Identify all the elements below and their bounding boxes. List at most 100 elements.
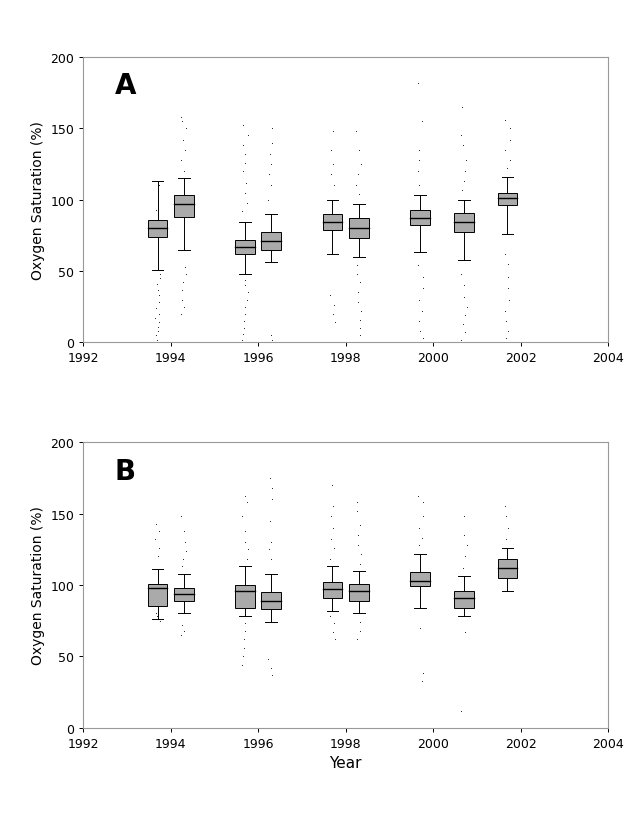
- Point: [504, 294, 515, 307]
- Point: [178, 276, 188, 289]
- Point: [504, 134, 515, 147]
- Bar: [349, 584, 369, 601]
- Point: [501, 332, 511, 346]
- Point: [459, 510, 469, 523]
- Bar: [323, 582, 342, 598]
- Point: [150, 312, 160, 325]
- Point: [356, 547, 366, 561]
- Point: [240, 617, 250, 630]
- Point: [176, 308, 186, 321]
- Point: [500, 305, 510, 318]
- Point: [266, 158, 276, 171]
- Point: [243, 130, 253, 143]
- Point: [355, 276, 365, 289]
- Point: [179, 624, 189, 638]
- Point: [330, 633, 340, 646]
- Point: [503, 282, 513, 295]
- Point: [330, 317, 340, 330]
- Point: [413, 165, 423, 179]
- Point: [177, 619, 187, 632]
- Y-axis label: Oxygen Saturation (%): Oxygen Saturation (%): [31, 121, 45, 280]
- Point: [266, 493, 276, 506]
- Point: [415, 621, 425, 634]
- Point: [417, 305, 427, 318]
- Point: [460, 154, 470, 167]
- Y-axis label: Oxygen Saturation (%): Oxygen Saturation (%): [31, 506, 45, 665]
- Point: [237, 205, 248, 218]
- Point: [176, 154, 186, 167]
- Point: [500, 500, 510, 514]
- Bar: [349, 219, 369, 239]
- Bar: [454, 591, 474, 608]
- Bar: [235, 241, 255, 255]
- Point: [154, 542, 164, 555]
- Point: [152, 610, 163, 624]
- Point: [150, 203, 161, 217]
- Point: [176, 111, 186, 124]
- Point: [504, 122, 515, 136]
- Point: [353, 496, 363, 509]
- Point: [238, 650, 248, 663]
- Point: [243, 286, 253, 299]
- Point: [418, 332, 428, 346]
- Point: [180, 261, 190, 274]
- Point: [154, 179, 164, 193]
- Point: [356, 158, 366, 171]
- Bar: [148, 220, 168, 237]
- Point: [239, 274, 250, 287]
- Point: [505, 154, 515, 167]
- Point: [355, 557, 365, 571]
- Point: [458, 175, 468, 189]
- Point: [500, 114, 510, 127]
- Point: [461, 538, 472, 552]
- Point: [266, 136, 276, 150]
- Point: [239, 322, 250, 335]
- Point: [153, 550, 163, 563]
- Bar: [497, 560, 517, 578]
- Point: [325, 194, 335, 207]
- Point: [153, 284, 163, 297]
- Point: [353, 528, 363, 542]
- Point: [240, 148, 250, 161]
- Point: [500, 510, 511, 523]
- Point: [153, 321, 163, 334]
- Point: [355, 519, 365, 532]
- Point: [500, 144, 510, 157]
- Point: [503, 270, 513, 284]
- Point: [329, 299, 339, 313]
- Point: [243, 496, 253, 509]
- Point: [153, 325, 163, 338]
- Point: [266, 536, 276, 549]
- Point: [326, 168, 337, 181]
- Point: [355, 624, 365, 638]
- Point: [176, 510, 186, 523]
- Point: [353, 260, 363, 273]
- Point: [328, 522, 338, 535]
- Point: [460, 309, 470, 323]
- Point: [237, 333, 248, 347]
- Point: [241, 177, 251, 190]
- Point: [237, 140, 248, 153]
- Point: [325, 610, 335, 624]
- Point: [240, 280, 250, 293]
- Point: [353, 286, 363, 299]
- Point: [153, 194, 163, 207]
- Point: [355, 329, 365, 342]
- Point: [459, 528, 469, 542]
- Point: [413, 77, 423, 90]
- Point: [150, 607, 161, 620]
- Point: [414, 179, 424, 193]
- Point: [178, 553, 188, 566]
- Point: [242, 553, 252, 566]
- Point: [328, 500, 338, 514]
- Point: [417, 496, 428, 509]
- Point: [264, 194, 274, 207]
- Point: [179, 301, 189, 314]
- Point: [456, 268, 466, 281]
- Point: [266, 553, 276, 566]
- Point: [237, 510, 248, 523]
- Point: [353, 296, 363, 309]
- Bar: [410, 572, 430, 586]
- Point: [415, 325, 425, 338]
- Point: [457, 101, 467, 114]
